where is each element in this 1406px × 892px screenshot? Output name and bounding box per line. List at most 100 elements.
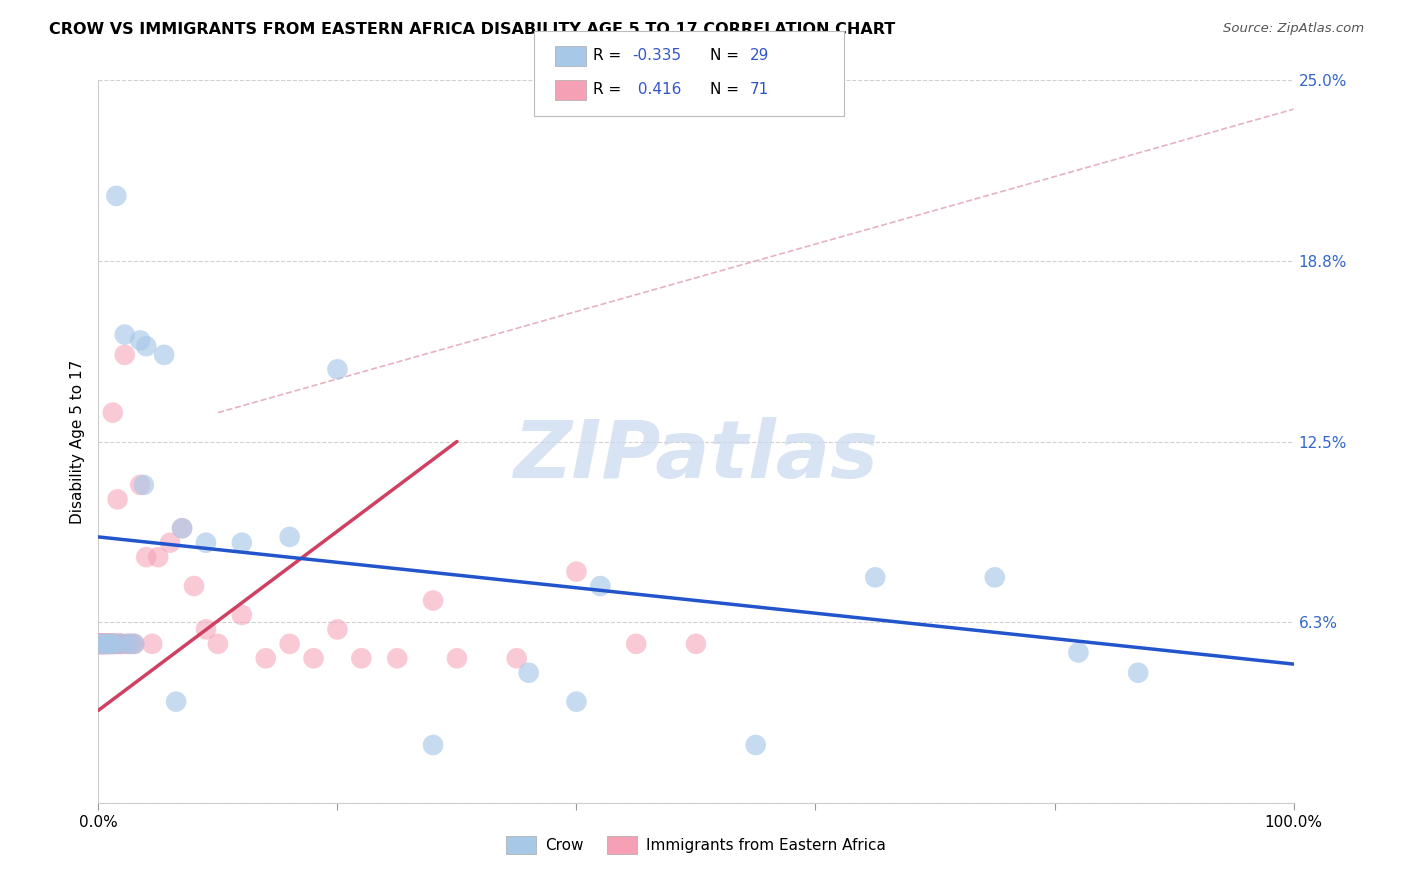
Point [89, 637, 111, 651]
Point [141, 637, 163, 651]
Point [90, 637, 112, 651]
Point [231, 607, 253, 622]
Point [118, 637, 141, 651]
Point [91, 637, 114, 651]
Point [93, 637, 115, 651]
Point [98, 637, 122, 651]
Point [90, 637, 112, 651]
Point [121, 637, 143, 651]
Point [90, 637, 112, 651]
Point [93, 637, 115, 651]
Point [107, 492, 129, 507]
Point [97, 637, 120, 651]
Point [1128, 665, 1150, 680]
Point [107, 637, 129, 651]
Point [111, 637, 134, 651]
Text: -0.335: -0.335 [633, 48, 682, 63]
Point [90, 637, 112, 651]
Point [984, 570, 1007, 584]
Point [207, 637, 229, 651]
Point [93, 637, 115, 651]
Point [101, 637, 124, 651]
Point [517, 665, 540, 680]
Point [172, 521, 194, 535]
Point [278, 637, 301, 651]
Point [422, 593, 444, 607]
Text: ZIPatlas: ZIPatlas [513, 417, 879, 495]
Point [153, 348, 176, 362]
Point [97, 637, 120, 651]
Point [350, 651, 373, 665]
Point [172, 521, 194, 535]
Point [124, 637, 146, 651]
Point [685, 637, 707, 651]
Point [100, 637, 122, 651]
Point [103, 637, 125, 651]
Point [96, 637, 118, 651]
Point [91, 637, 114, 651]
Point [1067, 646, 1090, 660]
Point [124, 637, 146, 651]
Point [129, 334, 152, 348]
Point [90, 637, 112, 651]
Text: Source: ZipAtlas.com: Source: ZipAtlas.com [1223, 22, 1364, 36]
Point [135, 550, 157, 565]
Point [93, 637, 115, 651]
Point [231, 535, 253, 549]
Point [506, 651, 529, 665]
Point [114, 348, 136, 362]
Point [89, 637, 111, 651]
Point [96, 637, 118, 651]
Point [129, 478, 152, 492]
Point [91, 637, 114, 651]
Point [565, 565, 588, 579]
Point [195, 623, 218, 637]
Point [103, 637, 125, 651]
Point [89, 637, 111, 651]
Point [132, 478, 155, 492]
Text: N =: N = [710, 48, 744, 63]
Point [93, 637, 115, 651]
Point [108, 637, 131, 651]
Point [101, 637, 124, 651]
Point [148, 550, 170, 565]
Point [110, 637, 132, 651]
Text: N =: N = [710, 82, 744, 97]
Point [96, 637, 118, 651]
Point [159, 535, 181, 549]
Point [98, 637, 122, 651]
Text: R =: R = [593, 82, 627, 97]
Point [91, 637, 114, 651]
Point [89, 637, 111, 651]
Point [589, 579, 612, 593]
Point [94, 637, 117, 651]
Point [195, 535, 218, 549]
Y-axis label: Disability Age 5 to 17: Disability Age 5 to 17 [69, 359, 84, 524]
Point [108, 637, 131, 651]
Point [105, 189, 128, 203]
Point [103, 637, 125, 651]
Point [117, 637, 139, 651]
Point [97, 637, 120, 651]
Point [278, 530, 301, 544]
Point [114, 327, 136, 342]
Point [565, 695, 588, 709]
Point [254, 651, 277, 665]
Point [183, 579, 205, 593]
Text: 71: 71 [749, 82, 769, 97]
Point [446, 651, 468, 665]
Point [326, 623, 349, 637]
Point [100, 637, 122, 651]
Point [422, 738, 444, 752]
Point [745, 738, 768, 752]
Point [105, 637, 128, 651]
Point [165, 695, 187, 709]
Point [326, 362, 349, 376]
Point [91, 637, 114, 651]
Point [385, 651, 409, 665]
Point [101, 406, 124, 420]
Text: R =: R = [593, 48, 627, 63]
Point [94, 637, 117, 651]
Point [135, 339, 157, 353]
Point [626, 637, 648, 651]
